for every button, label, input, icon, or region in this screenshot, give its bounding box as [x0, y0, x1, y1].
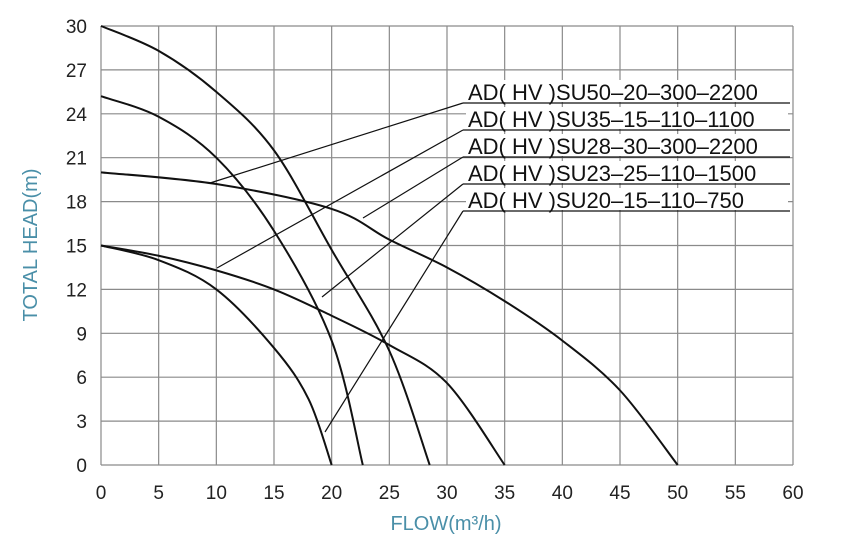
- x-axis-title: FLOW(m³/h): [390, 513, 501, 535]
- x-tick-label: 30: [436, 483, 457, 504]
- legend-label: AD( HV )SU23–25–110–1500: [468, 161, 756, 186]
- legend-bg: [466, 161, 788, 183]
- x-tick-label: 40: [552, 483, 573, 504]
- x-tick-label: 35: [494, 483, 515, 504]
- x-tick-label: 20: [321, 483, 342, 504]
- leader-line: [321, 183, 464, 298]
- leader-line: [216, 129, 464, 269]
- legend-label: AD( HV )SU50–20–300–2200: [468, 80, 758, 105]
- curve: [100, 95, 364, 466]
- y-axis-title: TOTAL HEAD(m): [20, 169, 42, 322]
- legend-bg: [466, 80, 788, 102]
- x-tick-label: 45: [609, 483, 630, 504]
- x-tick-label: 25: [379, 483, 400, 504]
- y-tick-label: 24: [66, 105, 88, 126]
- leader-line: [324, 210, 464, 433]
- curve: [100, 25, 431, 466]
- leader-line: [362, 156, 464, 219]
- leader-line: [209, 102, 464, 184]
- y-tick-label: 3: [76, 412, 87, 433]
- curve: [100, 244, 506, 466]
- x-tick-label: 55: [725, 483, 746, 504]
- y-tick-label: 9: [76, 324, 87, 345]
- legend-label: AD( HV )SU20–15–110–750: [468, 188, 744, 213]
- y-tick-label: 12: [66, 280, 87, 301]
- curve: [100, 244, 333, 466]
- y-tick-label: 0: [76, 456, 87, 477]
- y-tick-label: 15: [66, 237, 87, 258]
- curve: [100, 171, 679, 466]
- x-tick-label: 50: [667, 483, 688, 504]
- y-tick-label: 18: [66, 193, 87, 214]
- y-tick-label: 27: [66, 61, 87, 82]
- x-tick-label: 60: [782, 483, 803, 504]
- y-tick-label: 6: [76, 368, 87, 389]
- x-tick-label: 5: [153, 483, 164, 504]
- legend-bg: [466, 107, 788, 129]
- legend-bg: [466, 188, 788, 210]
- y-tick-label: 30: [66, 17, 87, 38]
- legend-label: AD( HV )SU28–30–300–2200: [468, 134, 758, 159]
- legend-bg: [466, 134, 788, 156]
- x-tick-label: 15: [263, 483, 284, 504]
- legend-label: AD( HV )SU35–15–110–1100: [468, 107, 755, 132]
- x-tick-label: 10: [206, 483, 227, 504]
- x-tick-label: 0: [96, 483, 107, 504]
- y-tick-label: 21: [66, 149, 87, 170]
